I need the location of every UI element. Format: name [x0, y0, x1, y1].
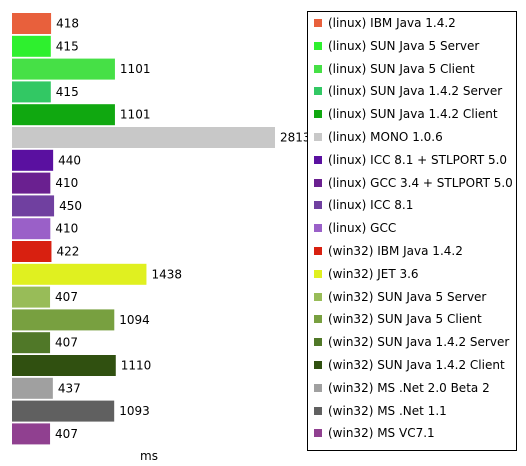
bar-value-label: 415 [56, 85, 79, 99]
legend-swatch [314, 133, 322, 141]
legend-label: (win32) SUN Java 1.4.2 Client [328, 358, 505, 372]
legend-item: (linux) ICC 8.1 + STLPORT 5.0 [308, 150, 518, 170]
bar [12, 35, 51, 57]
legend-label: (win32) SUN Java 5 Server [328, 289, 487, 304]
legend-item: (win32) MS .Net 1.1 [308, 401, 518, 421]
legend-item: (linux) GCC [308, 218, 518, 238]
legend-swatch [314, 64, 322, 73]
bar-value-label: 410 [55, 222, 78, 236]
legend-label: (win32) SUN Java 5 Client [328, 312, 482, 327]
legend-item: (linux) SUN Java 5 Client [308, 59, 518, 79]
bar [12, 195, 55, 217]
legend-swatch [314, 87, 322, 96]
bar-value-label: 1101 [120, 108, 151, 122]
legend-item: (win32) MS VC7.1 [308, 423, 518, 443]
legend-item: (win32) SUN Java 5 Client [308, 309, 518, 329]
bar-value-label: 407 [55, 336, 78, 350]
bar-value-label: 418 [56, 17, 79, 31]
legend-label: (linux) SUN Java 1.4.2 Server [328, 84, 503, 99]
legend-swatch [314, 201, 322, 210]
legend-label: (linux) IBM Java 1.4.2 [328, 16, 456, 30]
bar [12, 218, 51, 240]
legend-item: (linux) SUN Java 1.4.2 Server [308, 81, 518, 101]
legend-label: (win32) IBM Java 1.4.2 [328, 244, 463, 258]
legend-swatch [314, 41, 322, 50]
legend-swatch [314, 429, 322, 438]
legend-item: (linux) IBM Java 1.4.2 [308, 13, 518, 33]
bar-chart: 418 415 1101 415 1101 2813 440 410 450 410 422 1438… [12, 13, 311, 445]
legend-item: (win32) SUN Java 5 Server [308, 287, 518, 307]
bar [12, 81, 51, 103]
bar [12, 355, 116, 376]
legend-swatch [314, 224, 322, 233]
bar-value-label: 1438 [151, 267, 182, 281]
legend-item: (win32) IBM Java 1.4.2 [308, 241, 518, 261]
bar [12, 286, 51, 308]
legend-label: (linux) GCC [328, 221, 397, 236]
bar [12, 149, 54, 171]
bar-value-label: 1101 [120, 62, 151, 76]
legend-label: (linux) GCC 3.4 + STLPORT 5.0 [328, 175, 513, 190]
bar [12, 241, 52, 262]
legend-label: (win32) MS .Net 1.1 [328, 403, 447, 418]
legend-item: (linux) SUN Java 5 Server [308, 36, 518, 56]
bar-value-label: 415 [56, 39, 79, 53]
legend-label: (linux) SUN Java 5 Client [328, 61, 475, 76]
bar-value-label: 1094 [119, 313, 150, 327]
legend-item: (win32) MS .Net 2.0 Beta 2 [308, 378, 518, 398]
bar-value-label: 1093 [119, 404, 150, 418]
legend-swatch [314, 383, 322, 392]
bar [12, 13, 52, 34]
legend-label: (linux) SUN Java 1.4.2 Client [328, 107, 498, 122]
bar [12, 400, 115, 422]
bar [12, 309, 115, 331]
bar-value-label: 422 [56, 245, 79, 259]
legend-item: (linux) MONO 1.0.6 [308, 127, 518, 147]
legend-swatch [314, 269, 322, 278]
legend-item: (linux) SUN Java 1.4.2 Client [308, 104, 518, 124]
legend: (linux) IBM Java 1.4.2 (linux) SUN Java 5… [307, 11, 517, 451]
bar [12, 332, 51, 354]
legend-swatch [314, 155, 322, 164]
legend-label: (win32) MS .Net 2.0 Beta 2 [328, 380, 490, 395]
legend-label: (linux) ICC 8.1 + STLPORT 5.0 [328, 152, 508, 167]
legend-swatch [314, 315, 322, 324]
legend-swatch [314, 292, 322, 301]
legend-item: (linux) GCC 3.4 + STLPORT 5.0 [308, 173, 518, 193]
bar-value-label: 440 [58, 153, 81, 167]
bar-value-label: 1110 [121, 359, 152, 373]
legend-item: (win32) JET 3.6 [308, 264, 518, 284]
bar [12, 104, 115, 126]
bar-value-label: 437 [58, 381, 81, 395]
legend-item: (linux) ICC 8.1 [308, 195, 518, 215]
legend-label: (linux) SUN Java 5 Server [328, 38, 480, 53]
bar-value-label: 407 [55, 290, 78, 304]
bar [12, 172, 51, 194]
legend-label: (win32) SUN Java 1.4.2 Server [328, 335, 510, 350]
legend-label: (linux) ICC 8.1 [328, 198, 414, 213]
bar-value-label: 2813 [280, 131, 311, 145]
bar [12, 377, 53, 399]
bar-value-label: 450 [59, 199, 82, 213]
legend-label: (win32) JET 3.6 [328, 266, 419, 281]
legend-label: (win32) MS VC7.1 [328, 426, 435, 441]
legend-swatch [314, 110, 322, 119]
bar [12, 58, 115, 80]
legend-swatch [314, 406, 322, 415]
legend-item: (win32) SUN Java 1.4.2 Client [308, 355, 518, 375]
bar [12, 263, 147, 285]
legend-swatch [314, 178, 322, 187]
bar-value-label: 410 [55, 176, 78, 190]
legend-swatch [314, 361, 322, 369]
bar-value-label: 407 [55, 427, 78, 441]
legend-label: (linux) MONO 1.0.6 [328, 130, 443, 144]
legend-swatch [314, 338, 322, 347]
legend-swatch [314, 19, 322, 27]
x-axis-label: ms [140, 449, 158, 463]
legend-swatch [314, 247, 322, 255]
bar [12, 127, 275, 148]
bar [12, 423, 51, 445]
legend-item: (win32) SUN Java 1.4.2 Server [308, 332, 518, 352]
